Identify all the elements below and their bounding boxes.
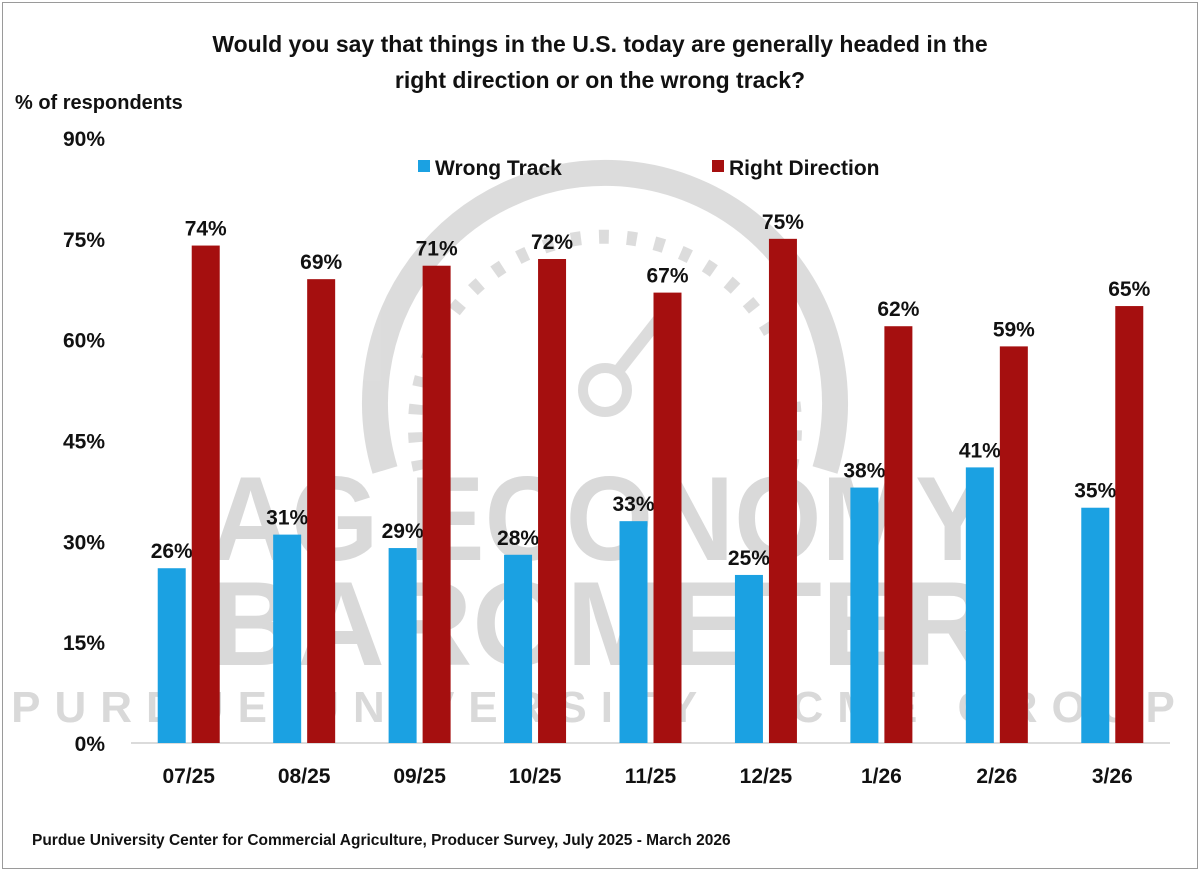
data-label: 72% <box>531 231 573 254</box>
data-label: 69% <box>300 251 342 274</box>
x-tick-label: 11/25 <box>625 765 677 788</box>
wrong-track-bar <box>388 548 417 743</box>
data-label: 25% <box>728 547 770 570</box>
legend-swatch <box>712 160 724 172</box>
y-tick-label: 45% <box>63 431 105 454</box>
wrong-track-bar <box>734 574 763 743</box>
wrong-track-bar <box>273 534 302 743</box>
wrong-track-bar <box>619 521 648 743</box>
right-direction-bar <box>191 245 220 744</box>
chart-title-line-2: right direction or on the wrong track? <box>394 67 806 93</box>
x-tick-label: 3/26 <box>1092 765 1133 788</box>
source-note: Purdue University Center for Commercial … <box>32 832 731 849</box>
wrong-track-bar <box>157 568 186 743</box>
wrong-track-bar <box>850 487 879 743</box>
data-label: 74% <box>185 218 227 241</box>
y-tick-label: 15% <box>63 632 105 655</box>
wrong-track-bar <box>1081 507 1110 743</box>
right-direction-bar <box>1115 306 1144 743</box>
x-tick-label: 2/26 <box>976 765 1017 788</box>
legend-swatch <box>418 160 430 172</box>
y-tick-label: 60% <box>63 330 105 353</box>
x-tick-label: 10/25 <box>509 765 562 788</box>
x-tick-label: 09/25 <box>393 765 446 788</box>
y-tick-label: 30% <box>63 531 105 554</box>
y-tick-label: 0% <box>75 733 106 756</box>
data-label: 29% <box>382 520 424 543</box>
data-label: 33% <box>612 493 654 516</box>
right-direction-bar <box>307 279 336 743</box>
x-tick-label: 08/25 <box>278 765 331 788</box>
right-direction-bar <box>999 346 1028 743</box>
y-axis-label: % of respondents <box>15 92 183 114</box>
x-tick-label: 12/25 <box>740 765 793 788</box>
wrong-track-bar <box>965 467 994 743</box>
data-label: 62% <box>877 298 919 321</box>
right-direction-bar <box>538 259 567 743</box>
right-direction-bar <box>768 238 797 744</box>
right-direction-bar <box>422 265 451 743</box>
legend-label: Right Direction <box>729 157 880 180</box>
data-label: 35% <box>1074 480 1116 503</box>
data-label: 71% <box>416 238 458 261</box>
data-label: 75% <box>762 211 804 234</box>
y-tick-label: 75% <box>63 229 105 252</box>
data-label: 59% <box>993 318 1035 341</box>
data-label: 38% <box>843 460 885 483</box>
data-label: 67% <box>646 265 688 288</box>
chart-title: Would you say that things in the U.S. to… <box>0 26 1200 98</box>
data-label: 26% <box>151 540 193 563</box>
right-direction-bar <box>884 326 913 743</box>
x-tick-label: 1/26 <box>861 765 902 788</box>
legend-label: Wrong Track <box>435 157 562 180</box>
data-label: 31% <box>266 507 308 530</box>
wrong-track-bar <box>504 554 533 743</box>
data-label: 41% <box>959 439 1001 462</box>
y-tick-label: 90% <box>63 128 105 151</box>
data-label: 28% <box>497 527 539 550</box>
right-direction-bar <box>653 292 682 743</box>
data-label: 65% <box>1108 278 1150 301</box>
chart-title-line-1: Would you say that things in the U.S. to… <box>212 31 988 57</box>
x-tick-label: 07/25 <box>162 765 215 788</box>
